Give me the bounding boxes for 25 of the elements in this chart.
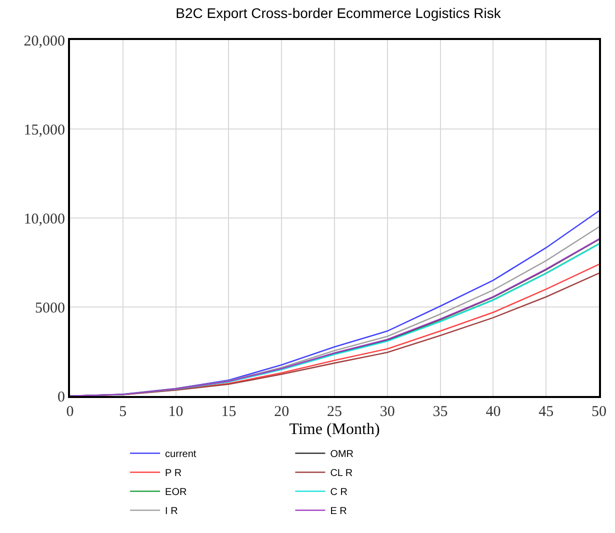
legend-label: EOR [165,487,187,498]
x-axis-title: Time (Month) [289,421,380,438]
y-tick-label: 20,000 [24,33,65,50]
x-tick-label: 15 [221,404,236,420]
legend-label: CL R [330,468,353,480]
x-tick-label: 5 [119,404,127,420]
x-tick-label: 50 [592,404,606,420]
y-tick-label: 0 [58,389,65,406]
y-tick-label: 10,000 [24,211,65,228]
y-tick-label: 5000 [35,300,65,316]
x-tick-label: 45 [538,404,554,420]
legend-label: E R [330,506,347,518]
x-tick-label: 20 [274,404,290,420]
legend-label: current [165,449,196,460]
legend-label: P R [165,468,182,480]
x-tick-label: 40 [486,404,501,420]
legend-label: I R [165,506,178,518]
chart-title: B2C Export Cross-border Ecommerce Logistics Risk [176,4,502,21]
x-tick-label: 10 [168,404,184,420]
x-tick-label: 30 [380,404,395,420]
legend-label: OMR [330,449,354,460]
x-tick-label: 25 [327,404,342,420]
legend-label: C R [330,487,348,498]
y-tick-label: 15,000 [24,122,65,138]
x-tick-label: 35 [432,404,448,420]
